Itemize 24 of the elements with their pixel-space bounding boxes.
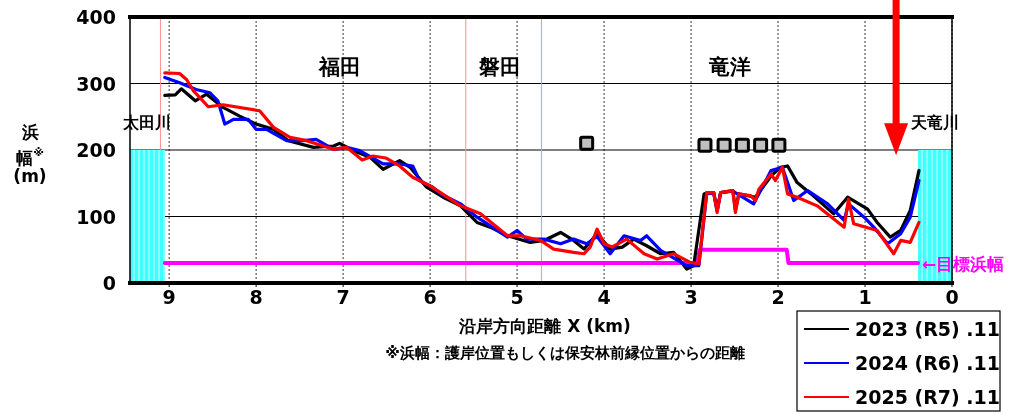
xtick: 2	[771, 286, 785, 308]
ytick: 100	[76, 205, 116, 228]
xtick: 4	[597, 286, 611, 308]
legend-label: 2024 (R6) .11	[855, 352, 1000, 374]
note: 磐田	[479, 55, 521, 79]
ytick: 0	[102, 272, 116, 294]
ytick: 200	[76, 139, 116, 161]
legend-label: 2023 (R5) .11	[855, 318, 1000, 340]
xlabel: 沿岸方向距離 X (km)	[459, 316, 631, 336]
note: 福田	[319, 55, 361, 79]
note: ※浜幅：護岸位置もしくは保安林前縁位置からの距離	[385, 344, 745, 362]
xtick: 0	[945, 286, 959, 308]
xtick: 5	[510, 286, 524, 308]
xtick: 3	[684, 286, 698, 308]
ylabel: 浜幅$^{※}$(m)	[13, 122, 47, 186]
ytick: 300	[76, 72, 116, 95]
note: 竜洋	[709, 55, 751, 79]
xtick: 7	[336, 286, 350, 308]
xtick: 9	[162, 286, 176, 308]
xtick: 1	[858, 286, 872, 308]
legend-label: 2025 (R7) .11	[855, 386, 1000, 408]
xtick: 8	[249, 286, 263, 308]
ytick: 400	[76, 6, 116, 28]
xtick: 6	[423, 286, 437, 308]
